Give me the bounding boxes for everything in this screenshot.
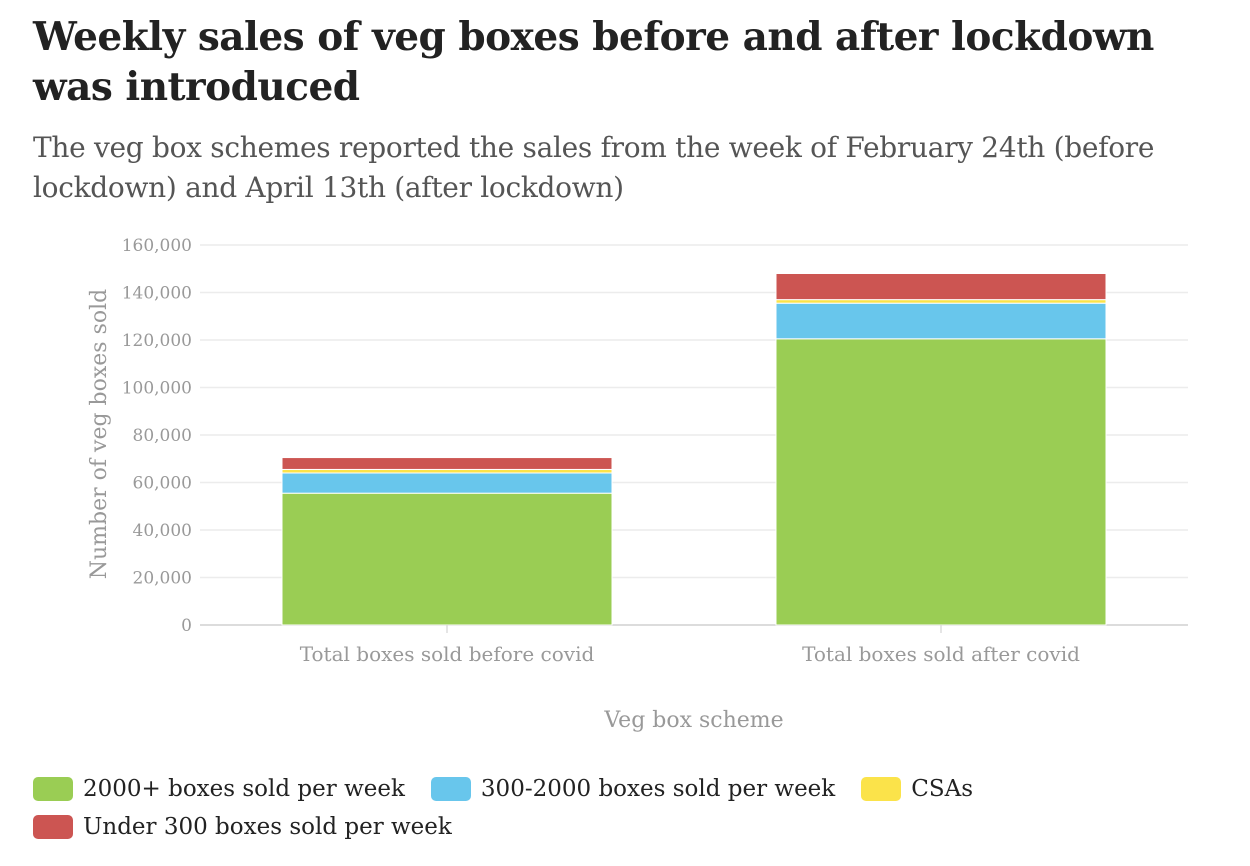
bar-segment[interactable] xyxy=(281,492,613,626)
y-tick-label: 140,000 xyxy=(122,284,192,304)
y-axis-title: Number of veg boxes sold xyxy=(87,289,112,580)
bar-segment[interactable] xyxy=(281,468,613,474)
legend-swatch xyxy=(33,777,73,801)
legend-item[interactable]: 2000+ boxes sold per week xyxy=(33,772,405,806)
bar-segment[interactable] xyxy=(775,302,1107,340)
x-axis-ticks: Total boxes sold before covid Total boxes… xyxy=(300,625,1080,666)
bar-segment[interactable] xyxy=(775,338,1107,626)
y-tick-label: 60,000 xyxy=(133,474,192,494)
legend-label: 2000+ boxes sold per week xyxy=(83,776,405,802)
legend-swatch xyxy=(430,777,471,801)
legend-swatch xyxy=(861,777,902,801)
x-tick-label: Total boxes sold before covid xyxy=(300,642,595,666)
y-tick-label: 160,000 xyxy=(122,236,192,256)
chart-title: Weekly sales of veg boxes before and aft… xyxy=(33,14,1154,110)
legend-swatch xyxy=(33,815,73,839)
legend-label: 300-2000 boxes sold per week xyxy=(480,776,836,802)
x-axis-title: Veg box scheme xyxy=(603,708,783,733)
y-tick-label: 0 xyxy=(181,616,192,636)
chart-subtitle: The veg box schemes reported the sales f… xyxy=(33,131,1155,204)
legend: 2000+ boxes sold per week 300-2000 boxes … xyxy=(33,772,1213,844)
y-tick-label: 80,000 xyxy=(133,426,192,446)
legend-label: Under 300 boxes sold per week xyxy=(83,814,452,840)
chart-area: 0 20,000 40,000 60,000 80,000 100,000 120,000 1… xyxy=(87,236,1188,733)
legend-item[interactable]: CSAs xyxy=(861,772,973,806)
y-tick-label: 20,000 xyxy=(133,569,192,589)
y-tick-label: 40,000 xyxy=(133,521,192,541)
y-axis-ticks: 0 20,000 40,000 60,000 80,000 100,000 120,000 1… xyxy=(122,236,192,636)
bar-segment[interactable] xyxy=(775,273,1107,301)
bar-segment[interactable] xyxy=(775,299,1107,304)
bar-segment[interactable] xyxy=(281,457,613,470)
bars xyxy=(281,273,1107,626)
legend-label: CSAs xyxy=(911,776,974,802)
y-tick-label: 120,000 xyxy=(122,331,192,351)
legend-item[interactable]: Under 300 boxes sold per week xyxy=(33,810,452,844)
bar-segment[interactable] xyxy=(281,472,613,494)
legend-item[interactable]: 300-2000 boxes sold per week xyxy=(430,772,836,806)
x-tick-label: Total boxes sold after covid xyxy=(802,642,1080,666)
y-tick-label: 100,000 xyxy=(122,379,192,399)
